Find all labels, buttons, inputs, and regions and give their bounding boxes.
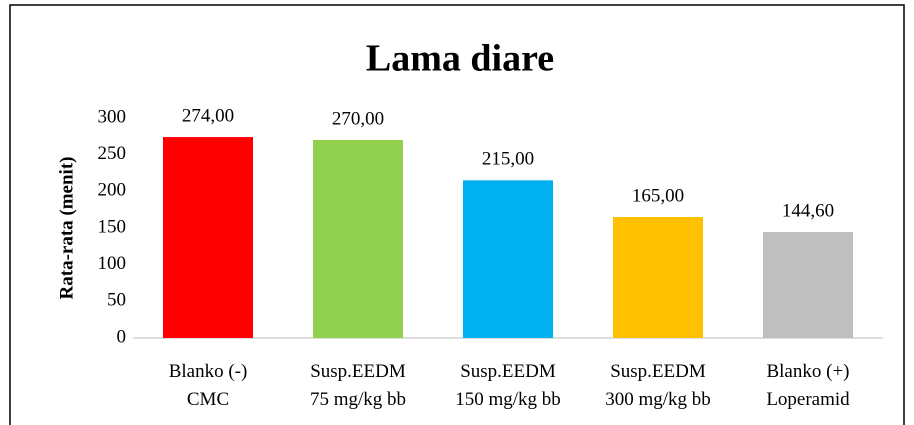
frame <box>9 4 905 425</box>
value-label: 270,00 <box>332 108 384 129</box>
y-tick-label: 0 <box>117 326 127 347</box>
bar <box>463 180 553 338</box>
value-label: 274,00 <box>182 105 234 126</box>
x-tick-label: Blanko (+) Loperamid <box>766 361 850 410</box>
value-label: 144,60 <box>782 200 834 221</box>
bar <box>763 231 853 338</box>
x-tick-label: Blanko (-) CMC <box>168 361 248 410</box>
y-tick-label: 200 <box>98 180 127 201</box>
bar <box>613 217 703 338</box>
y-tick-label: 50 <box>107 290 126 311</box>
chart-title: Lama diare <box>366 38 554 80</box>
value-label: 215,00 <box>482 149 534 170</box>
y-tick-label: 250 <box>98 143 127 164</box>
y-tick-label: 100 <box>98 253 127 274</box>
value-label: 165,00 <box>632 185 684 206</box>
y-axis-label: Rata-rata (menit) <box>56 157 77 300</box>
x-tick-label: Susp.EEDM 300 mg/kg bb <box>605 361 711 410</box>
bar <box>163 137 253 338</box>
bar <box>313 140 403 338</box>
x-tick-label: Susp.EEDM 75 mg/kg bb <box>309 361 407 410</box>
y-tick-label: 300 <box>98 106 127 127</box>
y-tick-label: 150 <box>98 216 127 237</box>
x-tick-label: Susp.EEDM 150 mg/kg bb <box>455 361 561 410</box>
